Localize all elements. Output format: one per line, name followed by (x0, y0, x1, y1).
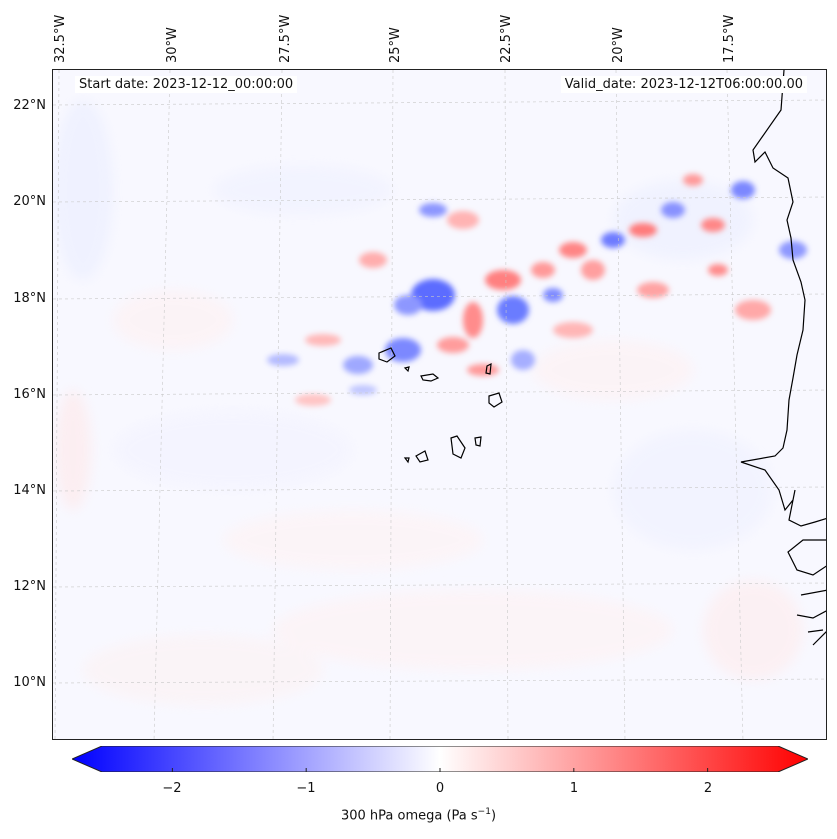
faint-background-field (53, 100, 803, 705)
lat-label-20n: 20°N (13, 194, 46, 209)
lon-label-20w: 20°W (611, 27, 626, 63)
omega-band-blobs (267, 174, 807, 406)
lon-label-25w: 25°W (388, 27, 403, 63)
island-sal (485, 362, 492, 375)
lat-label-14n: 14°N (13, 483, 46, 498)
lon-label-17-5w: 17.5°W (722, 14, 737, 63)
colorbar-ramp (72, 746, 808, 772)
colorbar-tick-label: −2 (162, 781, 182, 796)
valid-date-label: Valid_date: 2023-12-12T06:00:00.00 (560, 76, 807, 93)
map-gridlines (53, 70, 826, 739)
coastlines (378, 70, 826, 646)
island-santo-antao (378, 347, 396, 363)
lon-label-27-5w: 27.5°W (278, 14, 293, 63)
map-panel[interactable] (52, 69, 827, 740)
colorbar-tick-label: 1 (569, 781, 579, 796)
colorbar-tick-label: 2 (703, 781, 713, 796)
colorbar-label: 300 hPa omega (Pa s−1) (340, 807, 497, 824)
lon-label-22-5w: 22.5°W (499, 14, 514, 63)
lon-label-32-5w: 32.5°W (53, 14, 68, 63)
start-date-label: Start date: 2023-12-12_00:00:00 (75, 76, 298, 93)
colorbar-ticks (171, 768, 709, 772)
africa-coastline (740, 70, 826, 646)
lat-label-16n: 16°N (13, 387, 46, 402)
island-fogo (415, 450, 429, 463)
colorbar-tick-label: −1 (296, 781, 316, 796)
lat-label-10n: 10°N (13, 675, 46, 690)
island-sao-nicolau (420, 373, 440, 382)
island-maio (474, 436, 482, 447)
island-sao-vicente (403, 366, 410, 373)
lat-label-22n: 22°N (13, 98, 46, 113)
lon-label-30w: 30°W (165, 27, 180, 63)
island-brava (403, 457, 410, 464)
island-boa-vista (488, 392, 503, 408)
colorbar (72, 746, 808, 772)
colorbar-tick-label: 0 (435, 781, 445, 796)
lat-label-18n: 18°N (13, 291, 46, 306)
omega-field-map (53, 70, 826, 739)
lat-label-12n: 12°N (13, 579, 46, 594)
island-santiago (450, 435, 466, 459)
